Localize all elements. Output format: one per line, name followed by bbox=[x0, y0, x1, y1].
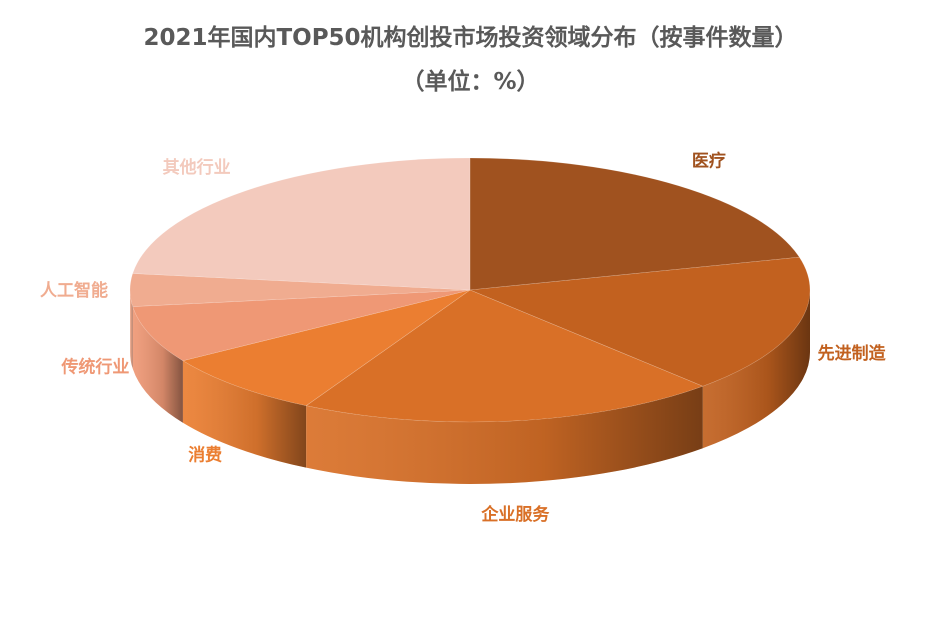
data-label-6: 其他行业 bbox=[163, 157, 231, 178]
data-label-2: 企业服务 bbox=[480, 504, 550, 525]
chart-subtitle: （单位：%） bbox=[401, 69, 540, 95]
pie-side-shade-5 bbox=[130, 290, 133, 369]
chart-title: 2021年国内TOP50机构创投市场投资领域分布（按事件数量） bbox=[143, 25, 798, 51]
pie-side-shade-1 bbox=[702, 290, 810, 449]
pie-slice-4 bbox=[132, 289, 471, 362]
pie-side-shade-2 bbox=[306, 386, 703, 484]
pie-slice-5 bbox=[129, 273, 471, 307]
data-label-4: 传统行业 bbox=[60, 357, 129, 378]
pie-slice-1 bbox=[469, 256, 811, 387]
data-label-5: 人工智能 bbox=[40, 280, 108, 301]
pie-side-shade-3 bbox=[182, 360, 307, 468]
pie-slice-0 bbox=[469, 157, 800, 291]
pie-slice-6 bbox=[132, 157, 471, 291]
data-label-3: 消费 bbox=[188, 445, 222, 466]
pie-side-shade-4 bbox=[132, 306, 183, 423]
data-label-0: 医疗 bbox=[692, 150, 726, 171]
pie-slice-2 bbox=[305, 289, 704, 423]
data-label-1: 先进制造 bbox=[818, 343, 887, 364]
pie-slice-3 bbox=[182, 289, 471, 406]
